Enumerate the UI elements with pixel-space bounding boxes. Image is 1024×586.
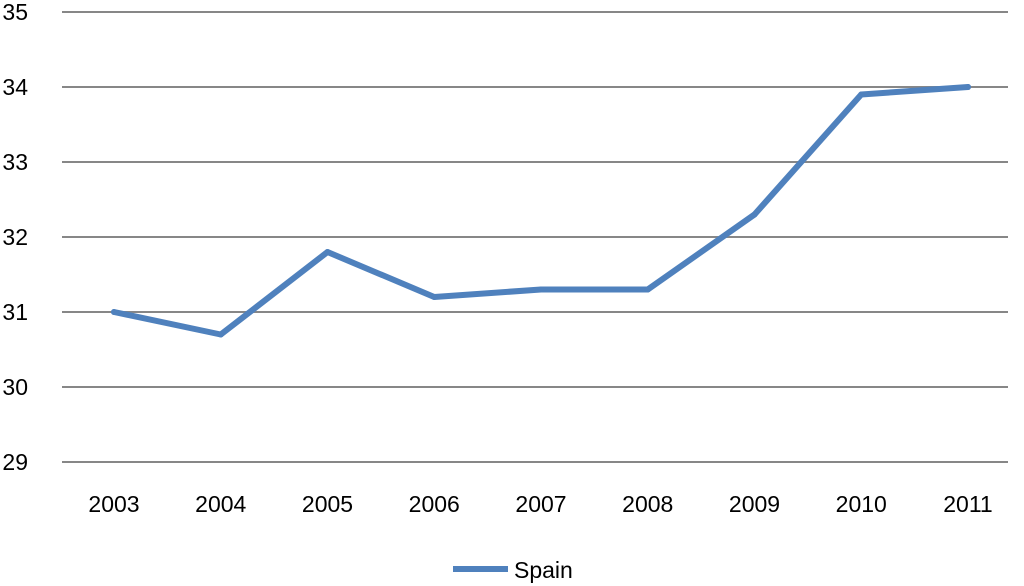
x-axis-ticks: 2003 2004 2005 2006 2007 2008 2009 2010 2011 — [88, 491, 992, 517]
x-tick-label-2009: 2009 — [729, 491, 780, 517]
x-tick-label-2011: 2011 — [943, 491, 992, 517]
data-point-spain-2005 — [324, 249, 331, 255]
y-tick-label-32: 32 — [2, 224, 28, 250]
data-point-spain-2007 — [538, 286, 544, 293]
y-tick-label-30: 30 — [2, 374, 28, 400]
y-tick-label-35: 35 — [2, 0, 28, 25]
x-tick-label-2008: 2008 — [622, 491, 673, 517]
y-axis-ticks: 29 30 31 32 33 34 35 — [2, 0, 28, 475]
x-tick-label-2003: 2003 — [88, 491, 139, 517]
legend-label-spain: Spain — [514, 557, 573, 583]
y-tick-label-31: 31 — [2, 299, 28, 325]
data-point-spain-2011 — [965, 84, 971, 90]
data-point-spain-2006 — [431, 294, 438, 300]
legend: Spain — [453, 557, 573, 583]
series-line-spain — [111, 84, 971, 338]
x-tick-label-2005: 2005 — [302, 491, 353, 517]
data-point-spain-2010 — [858, 91, 865, 98]
y-tick-label-29: 29 — [2, 449, 28, 475]
y-tick-label-34: 34 — [2, 74, 28, 100]
x-tick-label-2006: 2006 — [409, 491, 460, 517]
gridlines — [62, 11, 1008, 463]
data-point-spain-2003 — [111, 309, 117, 315]
data-point-spain-2008 — [644, 286, 651, 293]
data-point-spain-2009 — [751, 211, 758, 218]
x-tick-label-2004: 2004 — [195, 491, 246, 517]
x-tick-label-2007: 2007 — [515, 491, 566, 517]
data-point-spain-2004 — [217, 331, 224, 338]
series-layer — [111, 84, 971, 338]
y-tick-label-33: 33 — [2, 149, 28, 175]
x-tick-label-2010: 2010 — [836, 491, 887, 517]
